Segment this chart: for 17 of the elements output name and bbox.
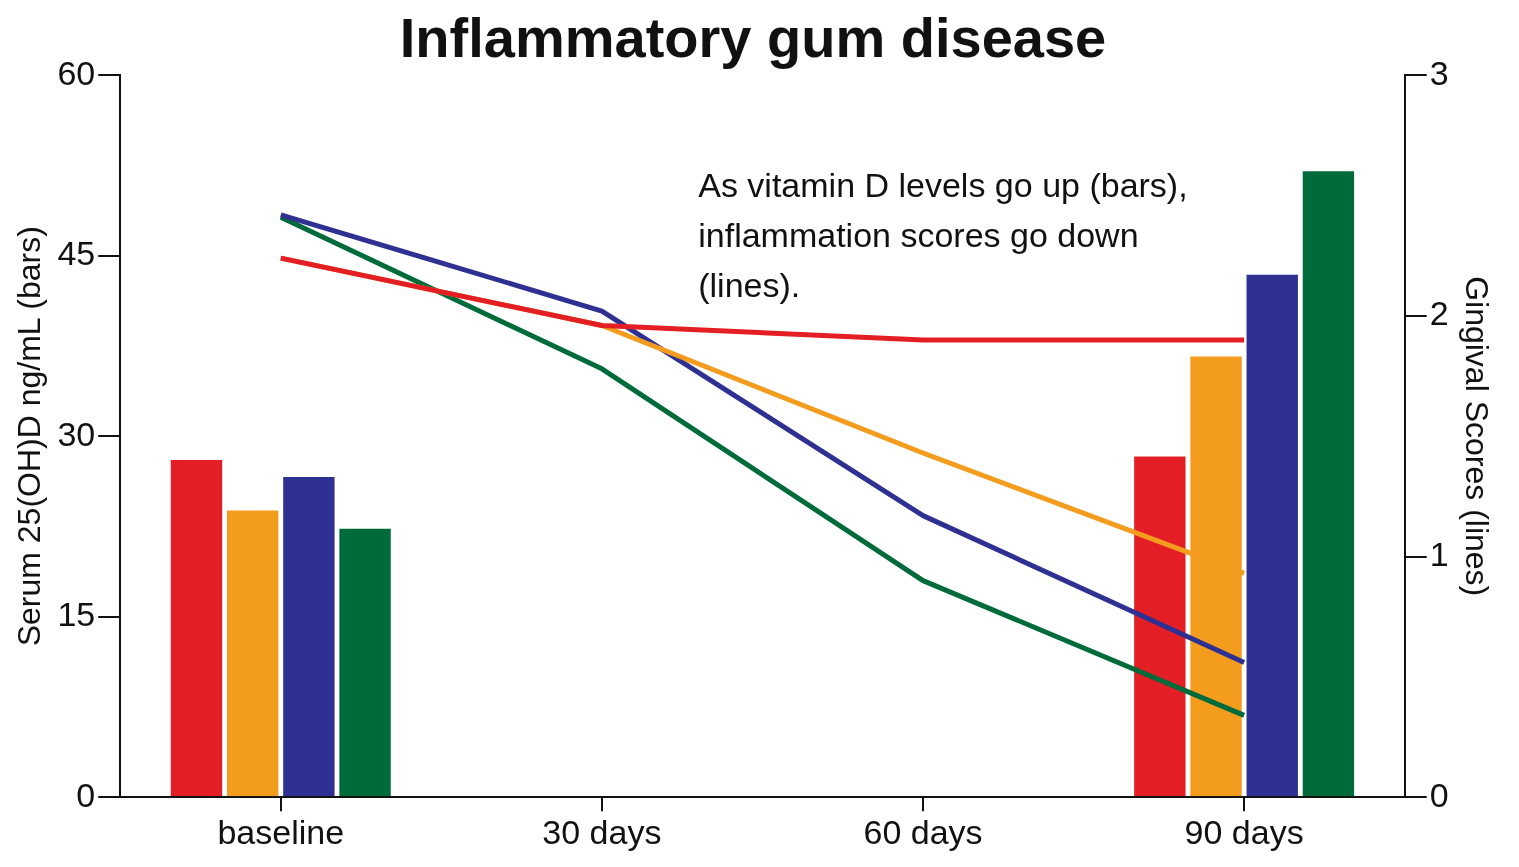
x-tick-label: 90 days bbox=[1184, 812, 1304, 851]
y2-tick-label: 0 bbox=[1429, 775, 1449, 814]
y2-tick-label: 3 bbox=[1429, 53, 1449, 92]
y2-axis-title: Gingival Scores (lines) bbox=[1458, 276, 1495, 597]
y-axis-title: Serum 25(OH)D ng/mL (bars) bbox=[11, 226, 48, 647]
chart-title: Inflammatory gum disease bbox=[399, 6, 1107, 70]
y2-tick-label: 2 bbox=[1429, 294, 1449, 333]
y-tick-label: 45 bbox=[57, 234, 96, 273]
y-tick-label: 60 bbox=[57, 53, 96, 92]
annotation: As vitamin D levels go up (bars), inflammation scores go down (lines). bbox=[698, 165, 1188, 304]
y-tick-label: 15 bbox=[57, 595, 96, 634]
x-tick-label: 60 days bbox=[863, 812, 983, 851]
x-tick-label: 30 days bbox=[542, 812, 662, 851]
y-tick-label: 30 bbox=[57, 414, 96, 453]
y-tick-label: 0 bbox=[76, 775, 96, 814]
y2-tick-label: 1 bbox=[1429, 534, 1449, 573]
x-tick-label: baseline bbox=[217, 812, 345, 851]
